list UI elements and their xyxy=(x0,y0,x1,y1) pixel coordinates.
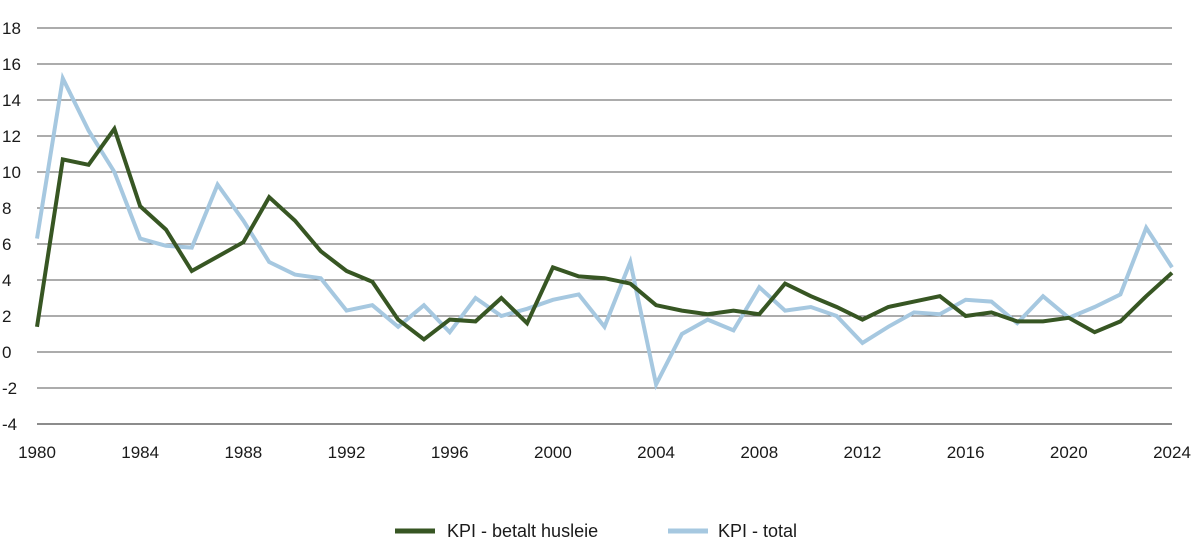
x-tick-label: 2020 xyxy=(1050,443,1088,462)
y-tick-label: 2 xyxy=(2,307,11,326)
legend-label-total: KPI - total xyxy=(718,521,797,541)
gridlines xyxy=(37,27,1172,389)
y-tick-label: 10 xyxy=(2,163,21,182)
x-tick-label: 2000 xyxy=(534,443,572,462)
legend-item-betalt-husleie: KPI - betalt husleie xyxy=(395,521,598,541)
y-tick-label: 12 xyxy=(2,127,21,146)
y-tick-label: 18 xyxy=(2,19,21,38)
series-line-betalt-husleie xyxy=(35,124,1174,342)
x-tick-label: 2016 xyxy=(947,443,985,462)
legend-item-total: KPI - total xyxy=(668,521,797,541)
y-tick-label: 4 xyxy=(2,271,11,290)
legend: KPI - betalt husleie KPI - total xyxy=(395,521,797,541)
y-tick-label: 8 xyxy=(2,199,11,218)
x-tick-label: 2004 xyxy=(637,443,675,462)
x-tick-label: 1992 xyxy=(328,443,366,462)
y-tick-label: 14 xyxy=(2,91,21,110)
y-tick-label: 0 xyxy=(2,343,11,362)
series-lines xyxy=(35,71,1174,391)
y-tick-label: 16 xyxy=(2,55,21,74)
series-line-total xyxy=(35,71,1174,391)
x-tick-label: 1996 xyxy=(431,443,469,462)
x-tick-label: 1984 xyxy=(121,443,159,462)
x-tick-label: 2012 xyxy=(844,443,882,462)
y-tick-label: -4 xyxy=(2,415,17,434)
x-tick-label: 1980 xyxy=(18,443,56,462)
x-tick-label: 2024 xyxy=(1153,443,1191,462)
y-axis-tick-labels: -4 -2 0 2 4 6 8 10 12 14 16 18 xyxy=(2,19,21,434)
y-tick-label: 6 xyxy=(2,235,11,254)
x-tick-label: 1988 xyxy=(224,443,262,462)
legend-label-betalt-husleie: KPI - betalt husleie xyxy=(447,521,598,541)
x-tick-label: 2008 xyxy=(740,443,778,462)
x-axis-tick-labels: 1980 1984 1988 1992 1996 2000 2004 2008 2012 2016… xyxy=(18,443,1191,462)
y-tick-label: -2 xyxy=(2,379,17,398)
